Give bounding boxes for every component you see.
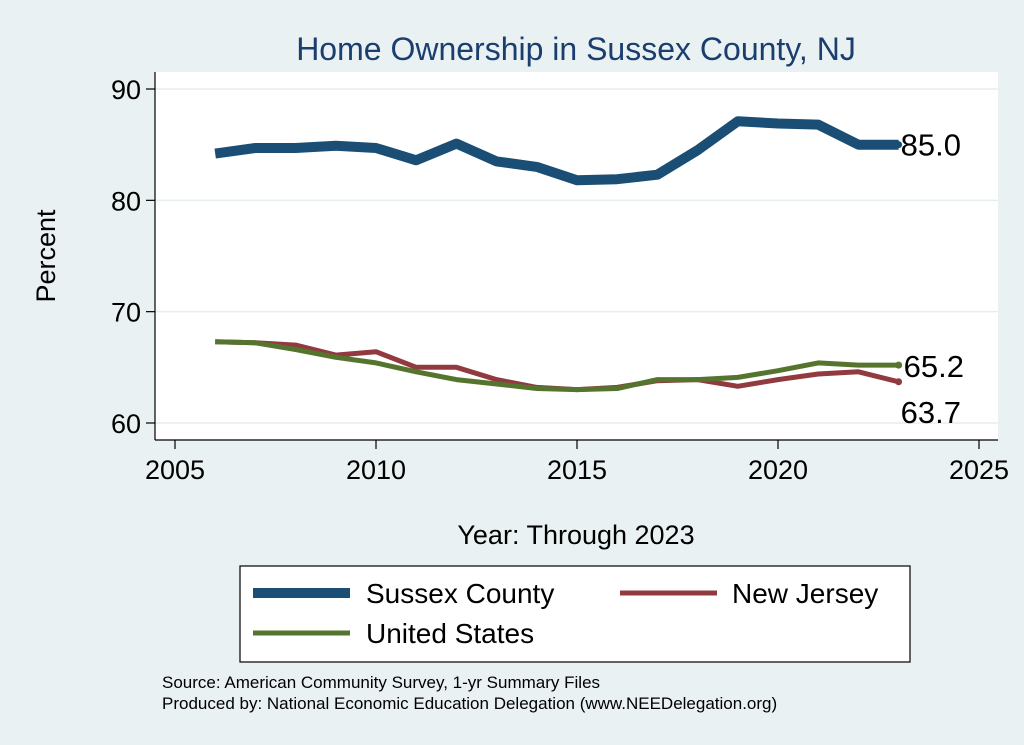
legend-entry-label: New Jersey: [732, 578, 878, 609]
y-tick-label: 60: [111, 409, 141, 439]
end-value-label: 85.0: [901, 128, 961, 163]
legend: Sussex County New Jersey United States: [253, 578, 878, 649]
x-axis-label: Year: Through 2023: [457, 520, 694, 550]
legend-entry-label: Sussex County: [366, 578, 554, 609]
x-axis: 2005 2010 2015 2020 2025: [145, 439, 1009, 485]
source-line-1: Source: American Community Survey, 1-yr …: [162, 673, 600, 692]
x-tick-label: 2020: [748, 455, 808, 485]
plot-area: [155, 72, 998, 440]
gridlines: [155, 88, 998, 424]
end-value-label: 65.2: [904, 349, 964, 384]
x-tick-label: 2025: [949, 455, 1009, 485]
y-axis-label: Percent: [31, 209, 61, 303]
legend-box: [239, 565, 911, 663]
series-end-point: [895, 141, 903, 149]
chart-title: Home Ownership in Sussex County, NJ: [296, 31, 856, 67]
x-tick-label: 2005: [145, 455, 205, 485]
series-lines: [214, 116, 903, 393]
y-tick-label: 80: [111, 186, 141, 216]
y-axis: 60 70 80 90: [111, 72, 156, 440]
series-line-sussex-county: [214, 116, 899, 186]
source-line-2: Produced by: National Economic Education…: [162, 694, 777, 713]
legend-entry-label: United States: [366, 618, 534, 649]
x-tick-label: 2015: [547, 455, 607, 485]
end-value-label: 63.7: [901, 395, 961, 430]
series-end-point: [895, 378, 903, 386]
y-tick-label: 90: [111, 75, 141, 105]
series-end-point: [895, 361, 903, 369]
end-labels: 85.0 63.7 65.2: [901, 128, 964, 430]
x-tick-label: 2010: [346, 455, 406, 485]
y-tick-label: 70: [111, 298, 141, 328]
series-line-united-states: [215, 339, 899, 393]
